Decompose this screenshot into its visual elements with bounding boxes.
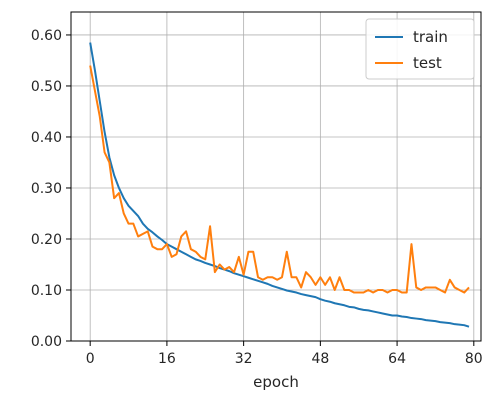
series-layer: [89, 42, 470, 328]
plot-frame: [70, 11, 482, 342]
x-axis-label: epoch: [253, 373, 299, 391]
y-axis: 0.00 0.10 0.20 0.30 0.40 0.50 0.60: [31, 28, 71, 350]
legend: train test: [365, 18, 475, 80]
y-tick-label: 0.10: [31, 283, 62, 299]
x-tick-label: 32: [235, 351, 253, 367]
series-line-train: [89, 42, 470, 328]
y-tick-label: 0.00: [31, 334, 62, 350]
x-tick-label: 48: [311, 351, 329, 367]
y-tick-label: 0.60: [31, 28, 62, 44]
y-tick-label: 0.20: [31, 232, 62, 248]
x-tick-label: 64: [388, 351, 406, 367]
x-axis: 0 16 32 48 64 80: [86, 341, 483, 367]
legend-label-train: train: [413, 28, 448, 46]
y-tick-label: 0.30: [31, 181, 62, 197]
x-tick-label: 80: [465, 351, 483, 367]
x-tick-label: 0: [86, 351, 95, 367]
legend-label-test: test: [413, 54, 442, 72]
y-tick-label: 0.40: [31, 130, 62, 146]
x-tick-label: 16: [158, 351, 176, 367]
y-tick-label: 0.50: [31, 79, 62, 95]
series-line-test: [89, 65, 470, 294]
